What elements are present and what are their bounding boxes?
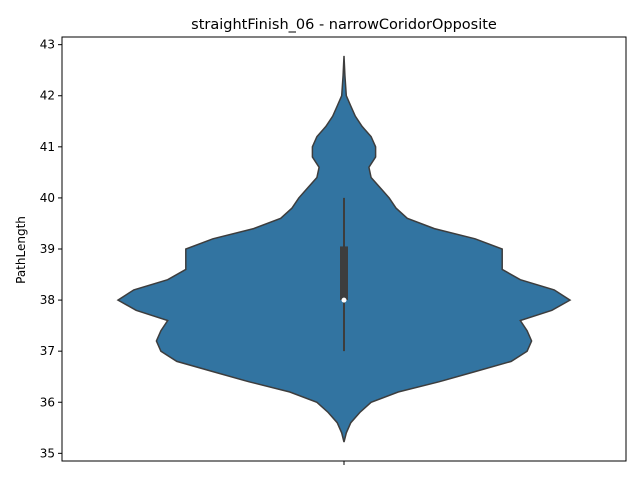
y-axis-label: PathLength	[14, 216, 28, 284]
y-tick-label: 37	[40, 344, 55, 358]
y-tick-label: 36	[40, 395, 55, 409]
median-marker	[341, 297, 347, 303]
y-tick-label: 38	[40, 293, 55, 307]
iqr-box	[340, 246, 348, 301]
y-axis-ticks: 35 36 37 38 39 40 41 42 43	[40, 38, 62, 460]
y-tick-label: 42	[40, 89, 55, 103]
y-tick-label: 43	[40, 38, 55, 52]
chart-title: straightFinish_06 - narrowCoridorOpposit…	[191, 17, 497, 33]
y-tick-label: 41	[40, 140, 55, 154]
y-tick-label: 35	[40, 446, 55, 460]
y-tick-label: 39	[40, 242, 55, 256]
y-tick-label: 40	[40, 191, 55, 205]
plot-area	[116, 55, 572, 443]
